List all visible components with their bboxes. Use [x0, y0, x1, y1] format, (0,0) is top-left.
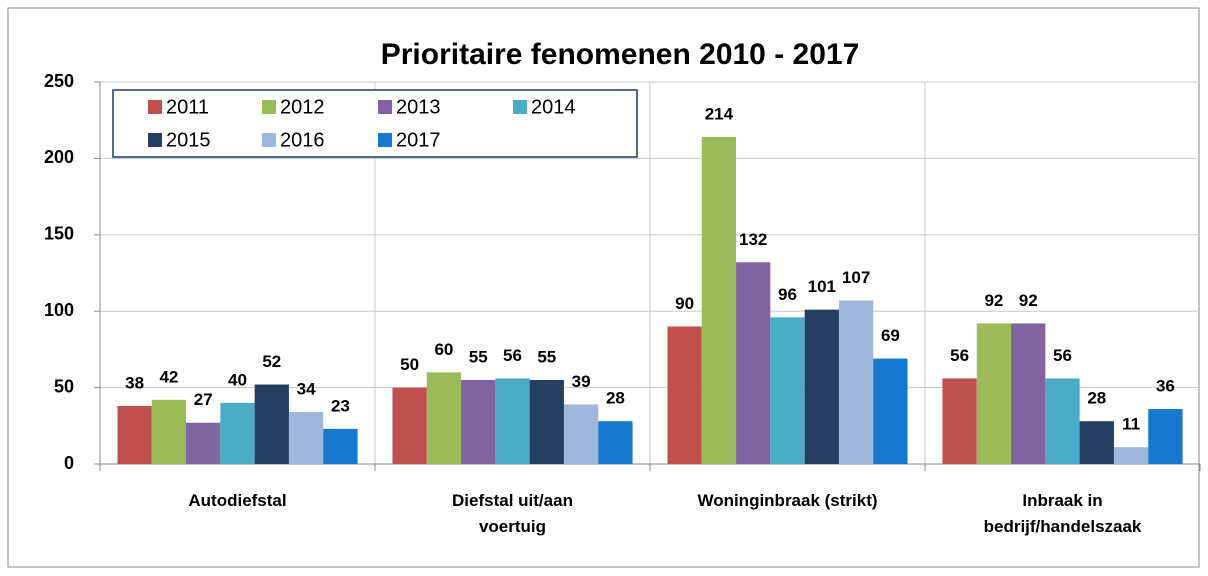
- bar: [770, 317, 805, 464]
- bar: [151, 399, 187, 464]
- legend-swatch: [262, 133, 276, 147]
- bar: [461, 379, 496, 464]
- bar: [804, 309, 839, 464]
- legend-swatch: [148, 100, 162, 114]
- bar: [288, 412, 324, 464]
- legend-swatch: [513, 100, 527, 114]
- legend-swatch: [378, 133, 392, 147]
- bar: [1113, 447, 1149, 464]
- data-label: 69: [881, 326, 900, 345]
- data-label: 56: [950, 346, 969, 365]
- legend-label: 2013: [396, 96, 441, 118]
- bar: [736, 262, 771, 464]
- bar: [563, 404, 599, 464]
- y-tick-label: 200: [44, 147, 74, 167]
- data-label: 11: [1122, 415, 1140, 434]
- bar: [186, 422, 221, 464]
- data-label: 39: [572, 372, 591, 391]
- legend-swatch: [262, 100, 276, 114]
- data-label: 27: [194, 390, 213, 409]
- data-label: 34: [297, 380, 316, 399]
- y-tick-label: 0: [64, 453, 74, 473]
- data-label: 50: [400, 355, 419, 374]
- bar: [667, 326, 702, 464]
- legend-swatch: [148, 133, 162, 147]
- legend-label: 2012: [280, 96, 325, 118]
- legend-label: 2011: [166, 96, 209, 118]
- legend-box: [112, 89, 638, 158]
- chart-title: Prioritaire fenomenen 2010 - 2017: [381, 38, 860, 71]
- bar: [701, 137, 737, 464]
- y-tick-label: 100: [44, 300, 74, 320]
- bar: [495, 378, 530, 464]
- legend-swatch: [378, 100, 392, 114]
- bar: [598, 421, 633, 464]
- data-label: 55: [469, 347, 488, 366]
- bar: [1011, 323, 1046, 464]
- data-label: 107: [842, 268, 870, 287]
- bar: [220, 402, 255, 464]
- data-label: 56: [503, 346, 522, 365]
- y-tick-label: 250: [44, 71, 74, 91]
- data-label: 132: [739, 230, 767, 249]
- legend-label: 2014: [531, 96, 576, 118]
- bar: [426, 372, 462, 464]
- data-label: 40: [228, 370, 247, 389]
- y-tick-label: 150: [44, 224, 74, 244]
- data-label: 92: [1019, 291, 1038, 310]
- legend-label: 2015: [166, 129, 211, 151]
- data-label: 42: [159, 367, 178, 386]
- bar: [254, 384, 289, 464]
- bar: [1148, 408, 1183, 464]
- data-label: 28: [1087, 389, 1106, 408]
- x-tick-label: Autodiefstal: [188, 491, 287, 510]
- legend-label: 2017: [396, 129, 441, 151]
- data-label: 96: [778, 285, 797, 304]
- data-label: 56: [1053, 346, 1072, 365]
- bar: [873, 358, 908, 464]
- x-tick-label: Inbraak in bedrijf/handelszaak: [983, 491, 1142, 536]
- legend-label: 2016: [280, 129, 325, 151]
- data-label: 60: [434, 340, 453, 359]
- y-tick-label: 50: [54, 376, 74, 396]
- x-tick-label: Woninginbraak (strikt): [697, 491, 878, 510]
- bar: [1079, 421, 1114, 464]
- data-label: 52: [262, 352, 281, 371]
- data-label: 36: [1156, 376, 1175, 395]
- x-tick-label: Diefstal uit/aan voertuig: [452, 491, 573, 536]
- bar: [838, 300, 874, 464]
- bar: [392, 387, 427, 464]
- data-label: 23: [331, 396, 350, 415]
- data-label: 38: [125, 373, 144, 392]
- legend: 2011 2012 2013 2014 2015 2016 2017: [112, 89, 638, 158]
- data-label: 214: [705, 104, 734, 123]
- data-label: 90: [675, 294, 694, 313]
- data-label: 101: [808, 277, 836, 296]
- data-label: 55: [537, 347, 556, 366]
- bar: [1045, 378, 1080, 464]
- bar: [976, 323, 1012, 464]
- bar: [117, 405, 152, 464]
- data-label: 92: [984, 291, 1003, 310]
- bar: [323, 428, 358, 464]
- bar: [942, 378, 977, 464]
- bar: [529, 379, 564, 464]
- data-label: 28: [606, 389, 625, 408]
